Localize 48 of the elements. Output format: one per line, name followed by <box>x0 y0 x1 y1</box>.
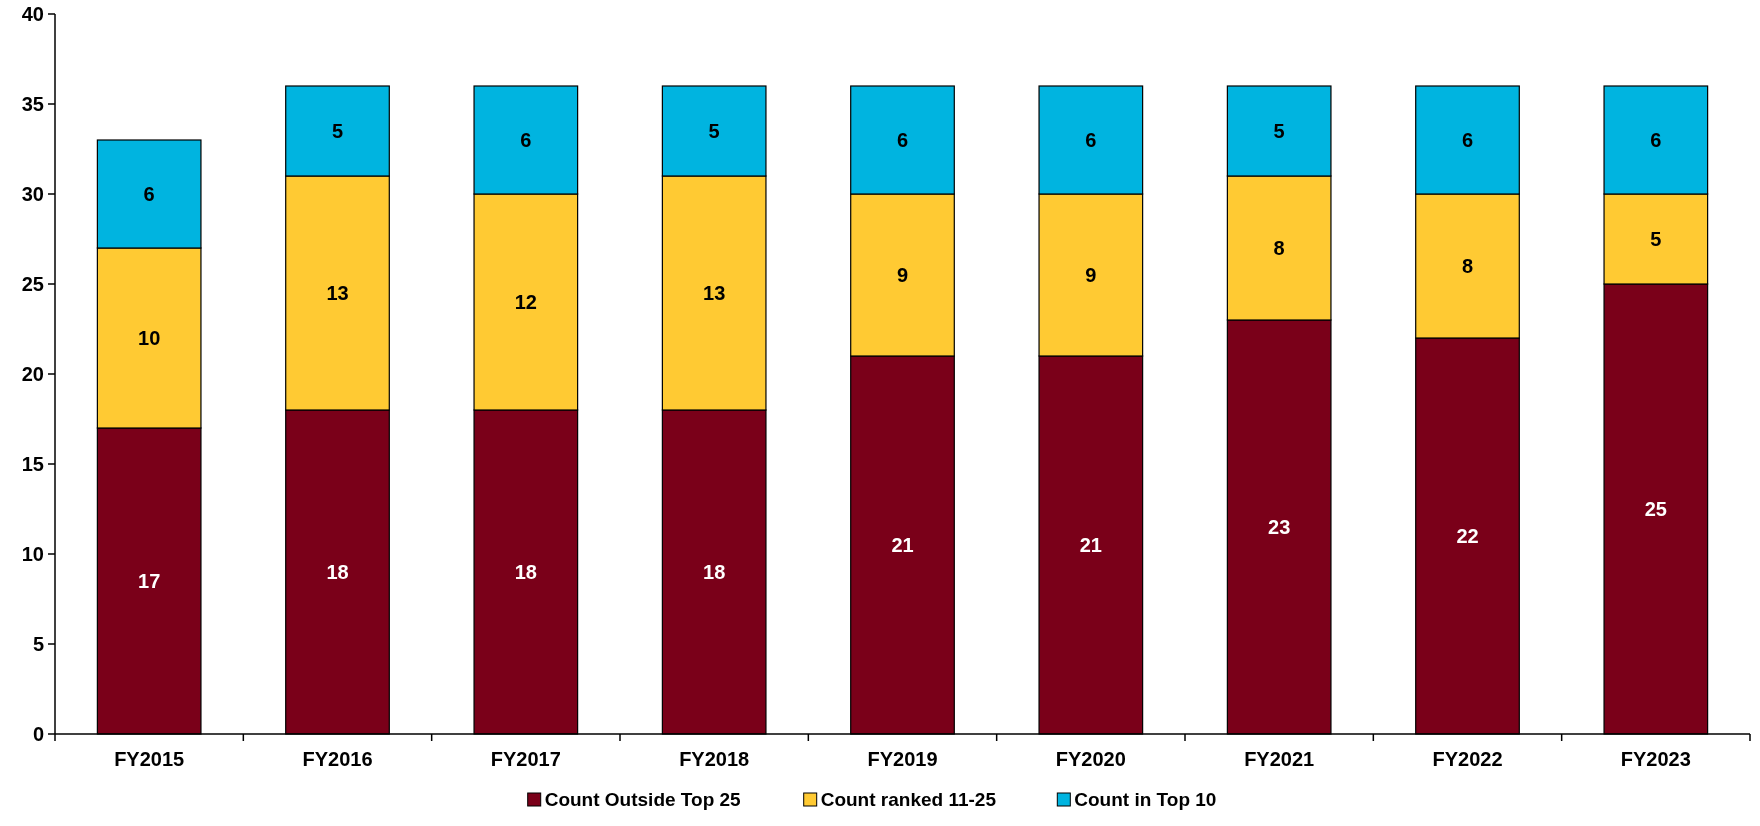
x-tick-label: FY2017 <box>490 748 561 770</box>
data-label: 18 <box>703 561 726 583</box>
data-label: 21 <box>891 534 914 556</box>
data-label: 10 <box>138 327 161 349</box>
data-label: 22 <box>1456 525 1479 547</box>
data-label: 5 <box>708 120 720 142</box>
data-label: 8 <box>1461 255 1474 277</box>
x-tick-label: FY2021 <box>1244 748 1315 770</box>
y-tick-label: 20 <box>21 363 44 385</box>
data-label: 5 <box>1273 120 1285 142</box>
data-label: 8 <box>1273 237 1285 259</box>
x-tick-label: FY2015 <box>114 748 185 770</box>
y-tick-label: 10 <box>21 543 44 565</box>
y-tick-label: 35 <box>21 93 44 115</box>
data-label: 5 <box>331 120 344 142</box>
y-tick-label: 30 <box>21 183 44 205</box>
x-tick-label: FY2020 <box>1055 748 1126 770</box>
data-label: 6 <box>896 129 909 151</box>
x-tick-label: FY2019 <box>867 748 938 770</box>
x-tick-label: FY2022 <box>1432 748 1503 770</box>
y-tick-label: 5 <box>32 633 44 655</box>
data-label: 18 <box>326 561 349 583</box>
x-tick-label: FY2016 <box>302 748 373 770</box>
data-label: 6 <box>143 183 155 205</box>
data-label: 9 <box>1085 264 1097 286</box>
data-label: 13 <box>326 282 349 304</box>
data-label: 5 <box>1650 228 1662 250</box>
y-tick-label: 40 <box>21 3 44 25</box>
data-label: 25 <box>1644 498 1667 520</box>
data-label: 13 <box>703 282 726 304</box>
legend-label: Count Outside Top 25 <box>544 789 742 810</box>
data-label: 17 <box>138 570 161 592</box>
data-label: 6 <box>1650 129 1662 151</box>
data-label: 23 <box>1268 516 1291 538</box>
x-tick-label: FY2018 <box>679 748 750 770</box>
y-tick-label: 15 <box>21 453 44 475</box>
x-tick-label: FY2023 <box>1620 748 1691 770</box>
data-label: 12 <box>514 291 537 313</box>
legend-label: Count in Top 10 <box>1074 789 1217 810</box>
data-label: 18 <box>514 561 537 583</box>
legend-label: Count ranked 11-25 <box>820 789 997 810</box>
data-label: 9 <box>896 264 909 286</box>
y-tick-label: 0 <box>32 723 44 745</box>
y-tick-label: 25 <box>21 273 44 295</box>
data-label: 6 <box>1085 129 1097 151</box>
data-label: 6 <box>1461 129 1474 151</box>
data-label: 6 <box>520 129 532 151</box>
data-label: 21 <box>1079 534 1102 556</box>
